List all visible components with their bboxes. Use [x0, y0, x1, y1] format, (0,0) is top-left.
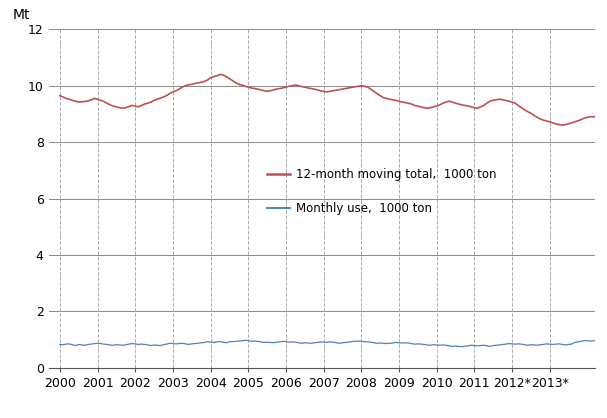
Text: Mt: Mt	[13, 8, 30, 23]
Legend: 12-month moving total,  1000 ton, Monthly use,  1000 ton: 12-month moving total, 1000 ton, Monthly…	[262, 163, 501, 220]
